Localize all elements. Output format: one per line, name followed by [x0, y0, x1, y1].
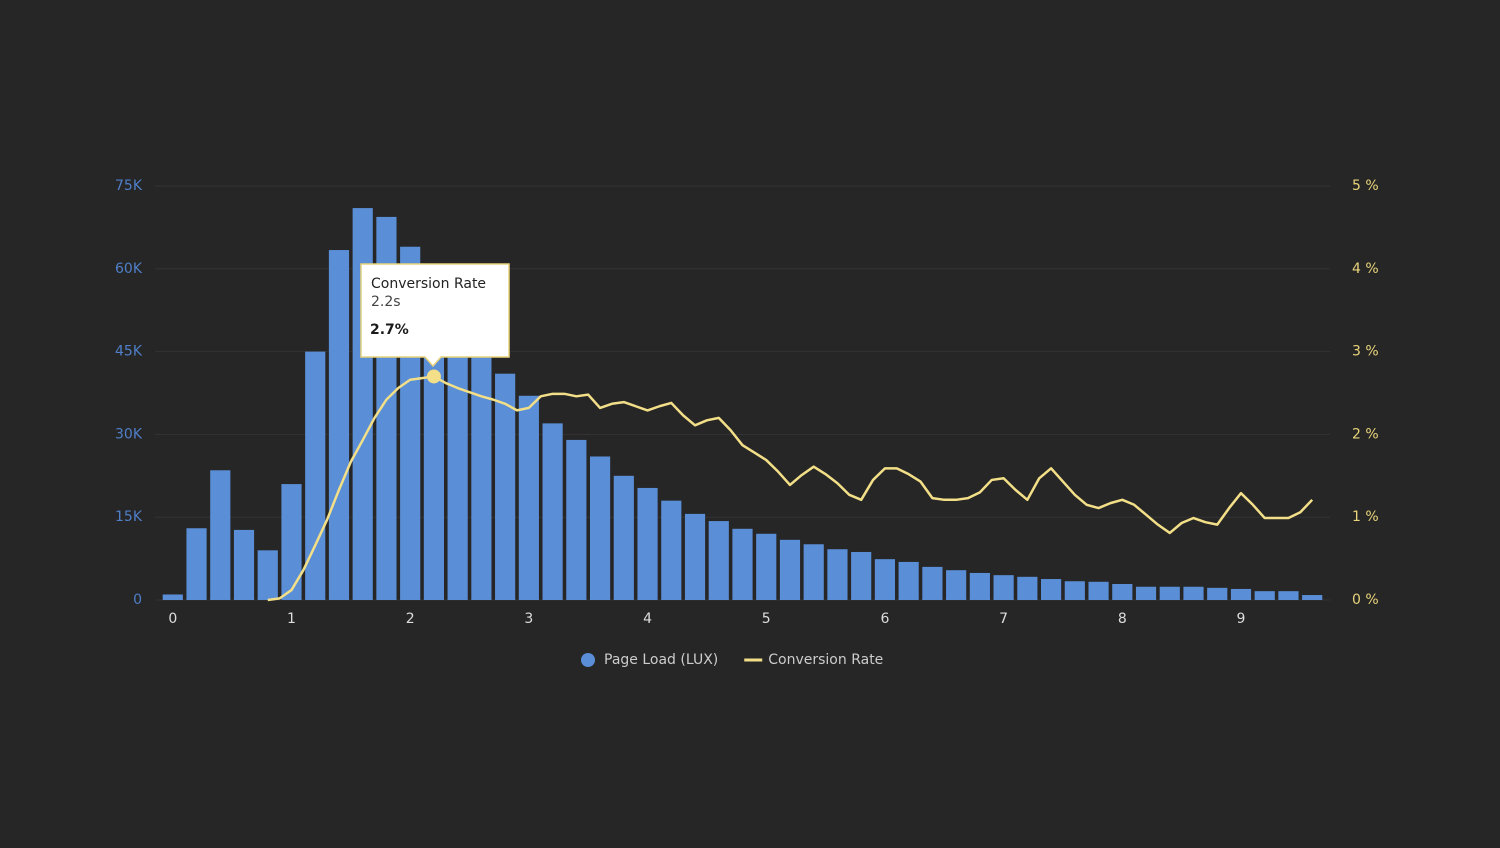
y-tick-label: 75K	[115, 178, 143, 194]
bar	[566, 439, 587, 600]
x-tick-label: 1	[287, 611, 296, 627]
bar	[898, 561, 919, 600]
axes: 0 15K 30K 45K 60K 75K 0 % 1 % 2 % 3 % 4 % 5 % 0 1 2 3 4 5…	[115, 178, 1379, 627]
line-layer	[267, 369, 1314, 602]
bar	[851, 551, 872, 600]
x-tick-label: 5	[762, 611, 771, 627]
y-tick-label: 45K	[115, 344, 143, 360]
bar	[495, 373, 516, 600]
bar	[708, 521, 729, 600]
bar	[1230, 588, 1252, 600]
bar	[969, 572, 990, 600]
bar	[257, 550, 278, 600]
y2-tick-label: 0 %	[1352, 592, 1379, 608]
y-tick-label: 15K	[115, 509, 143, 525]
bar	[1064, 581, 1085, 600]
y2-tick-label: 3 %	[1352, 344, 1379, 360]
x-tick-label: 9	[1237, 611, 1246, 627]
legend: Page Load (LUX) Conversion Rate	[581, 652, 883, 668]
x-tick-label: 0	[168, 611, 177, 627]
bar	[518, 395, 539, 600]
tooltip-box	[360, 263, 510, 368]
bar	[803, 544, 824, 600]
hover-point	[426, 369, 441, 384]
bar	[423, 285, 445, 600]
bar	[1278, 591, 1299, 600]
x-tick-label: 6	[880, 611, 889, 627]
y2-tick-label: 1 %	[1352, 509, 1379, 525]
bar	[471, 351, 492, 600]
y-tick-label: 30K	[115, 426, 143, 442]
bar	[827, 549, 848, 600]
bar	[993, 575, 1014, 600]
tooltip-title: Conversion Rate	[371, 276, 486, 292]
bar	[637, 487, 658, 600]
y2-tick-label: 4 %	[1352, 261, 1379, 277]
bar	[162, 594, 183, 600]
legend-label: Conversion Rate	[768, 652, 883, 668]
bar	[305, 351, 326, 600]
x-tick-label: 3	[524, 611, 533, 627]
bar	[946, 570, 967, 600]
bar	[210, 470, 231, 600]
bar	[874, 559, 896, 600]
bar	[447, 324, 468, 600]
bar	[1254, 591, 1275, 600]
bar	[756, 533, 777, 600]
conversion-line	[267, 375, 1314, 602]
bar	[328, 250, 350, 601]
bar	[281, 484, 302, 600]
bar	[613, 475, 634, 600]
bar	[684, 513, 706, 600]
y2-tick-label: 5 %	[1352, 178, 1379, 194]
x-tick-label: 7	[999, 611, 1008, 627]
tooltip-value: 2.7%	[370, 322, 409, 338]
grid	[155, 185, 1330, 601]
bar	[233, 529, 255, 600]
y-tick-label: 0	[133, 592, 142, 608]
bar	[1183, 586, 1204, 600]
bar	[779, 539, 801, 600]
bar	[1088, 581, 1109, 600]
bar	[922, 566, 943, 600]
bar	[589, 456, 611, 600]
bar	[661, 500, 682, 600]
x-tick-label: 4	[643, 611, 652, 627]
bar	[1135, 586, 1157, 600]
bar	[1017, 576, 1038, 600]
x-tick-label: 2	[406, 611, 415, 627]
legend-label: Page Load (LUX)	[604, 652, 718, 668]
y-tick-label: 60K	[115, 261, 143, 277]
bar	[1040, 579, 1062, 600]
tooltip: Conversion Rate 2.2s 2.7%	[360, 263, 510, 368]
bar	[1207, 587, 1228, 600]
bar	[1112, 583, 1133, 600]
bar	[1159, 586, 1180, 600]
legend-swatch	[581, 653, 595, 667]
bar	[542, 423, 563, 600]
tooltip-x: 2.2s	[371, 294, 401, 310]
bar	[1302, 595, 1323, 600]
bar	[732, 528, 753, 600]
x-tick-label: 8	[1118, 611, 1127, 627]
bar	[186, 528, 207, 600]
y2-tick-label: 2 %	[1352, 426, 1379, 442]
